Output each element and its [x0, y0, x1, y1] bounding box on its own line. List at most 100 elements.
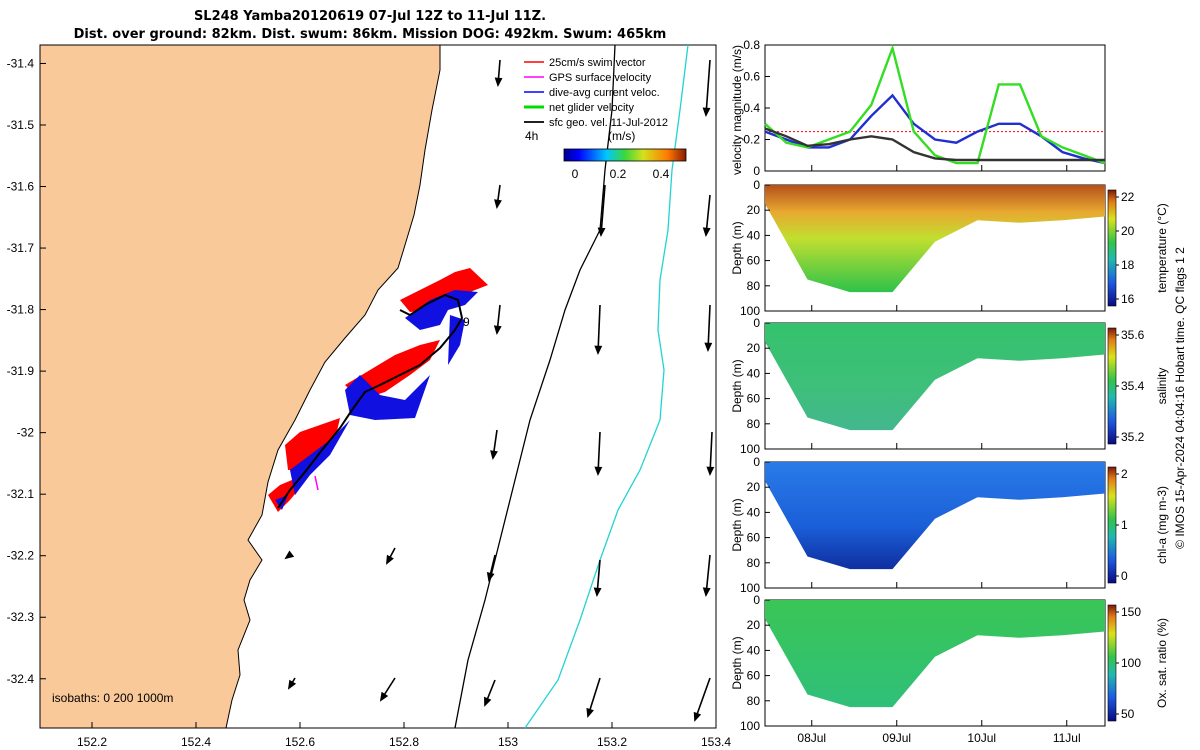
colorbar-tick-label: 18 — [1121, 258, 1135, 272]
legend-label-gps: GPS surface velocity — [549, 72, 652, 84]
depth-tick-label: 100 — [740, 719, 760, 733]
depth-tick-label: 80 — [747, 556, 761, 570]
geo-arrow — [284, 550, 295, 560]
profile-data-field — [765, 462, 1105, 570]
land-mass — [39, 44, 441, 729]
geo-arrow — [594, 431, 603, 477]
isobaths-label: isobaths: 0 200 1000m — [52, 691, 173, 705]
glider-track — [277, 293, 464, 509]
colorbar-tick-label: 22 — [1121, 190, 1135, 204]
depth-tick-label: 60 — [747, 392, 761, 406]
geo-arrow — [493, 304, 502, 336]
colorbar-tick-label: 150 — [1121, 605, 1141, 619]
profile-colorbar — [1107, 327, 1117, 445]
velocity-line — [764, 44, 1106, 165]
y-tick-label: -31.4 — [7, 56, 35, 70]
profile-colorbar — [1107, 466, 1117, 584]
track-marker-label: 9 — [463, 315, 470, 329]
y-tick-label: -32.2 — [7, 549, 35, 563]
speed-colorbar — [563, 148, 687, 162]
colorbar-tick-label: 35.2 — [1121, 430, 1145, 444]
depth-ylabel: Depth (m) — [730, 221, 744, 274]
legend-item-swim: 25cm/s swim vector — [524, 57, 646, 69]
profile-colorbar — [1107, 604, 1117, 722]
x-tick-label: 152.6 — [285, 735, 315, 749]
legend-item-geo: sfc geo. vel. 11-Jul-2012 — [524, 117, 668, 129]
velocity-panel: 0 0.2 0.4 0.6 0.8 velocity magnitude (m/s) — [730, 38, 1106, 178]
velocity-y-axis: 0 0.2 0.4 0.6 0.8 — [743, 38, 770, 178]
legend-item-net: net glider velocity — [524, 102, 634, 114]
geo-arrow — [702, 554, 711, 598]
profile-colorbar — [1107, 189, 1117, 307]
geo-arrow — [704, 304, 713, 353]
legend-label-swim: 25cm/s swim vector — [549, 57, 646, 69]
legend-label-current: dive-avg current veloc. — [549, 87, 660, 99]
colorbar-tick-label: 35.4 — [1121, 379, 1145, 393]
colorbar-tick-label: 2 — [1121, 467, 1128, 481]
x-tick-label: 153 — [498, 735, 518, 749]
geo-arrow — [494, 59, 503, 88]
geo-arrow — [594, 304, 603, 356]
colorbar-label: temperature (°C) — [1155, 203, 1169, 293]
velocity-frame — [764, 44, 1106, 172]
colorbar-tick-label: 16 — [1121, 292, 1135, 306]
depth-tick-label: 0 — [753, 316, 760, 330]
y-tick-label: -31.5 — [7, 118, 35, 132]
y-tick-label: -31.6 — [7, 180, 35, 194]
colorbar-tick-label: 35.6 — [1121, 328, 1145, 342]
map-legend: 25cm/s swim vector GPS surface velocity … — [524, 57, 687, 181]
chart-subtitle: Dist. over ground: 82km. Dist. swum: 86k… — [74, 27, 667, 42]
date-tick-label: 08Jul — [797, 731, 826, 745]
profile-data-field — [765, 323, 1105, 431]
y-tick-label: 0.8 — [743, 38, 760, 52]
colorbar-label: Ox. sat. ratio (%) — [1155, 618, 1169, 708]
x-tick-label: 153.4 — [701, 735, 731, 749]
y-tick-label: -32 — [17, 426, 35, 440]
profile-panel-3: 0 20 40 60 80 100 Depth (m) 150 100 50 Ox. sat. ra… — [730, 593, 1169, 733]
depth-tick-label: 40 — [747, 505, 761, 519]
colorbar-tick-label: 20 — [1121, 224, 1135, 238]
map-panel: 9 25cm/s swim vector GPS surface velocit… — [7, 44, 731, 749]
colorbar-tick: 0.2 — [610, 167, 627, 181]
depth-tick-label: 100 — [740, 304, 760, 318]
y-tick-label: -31.8 — [7, 303, 35, 317]
gps-velocity-vector — [314, 475, 319, 491]
interval-label: 4h — [525, 129, 538, 143]
colorbar-label: chl-a (mg m-3) — [1155, 486, 1169, 564]
geo-arrow — [386, 547, 396, 565]
colorbar-units: (m/s) — [608, 129, 635, 143]
depth-tick-label: 80 — [747, 279, 761, 293]
geo-arrow — [586, 677, 601, 718]
geo-arrow — [702, 194, 711, 238]
x-tick-label: 152.4 — [181, 735, 211, 749]
depth-tick-label: 40 — [747, 228, 761, 242]
depth-tick-label: 80 — [747, 417, 761, 431]
map-frame — [39, 44, 717, 729]
colorbar-label: salinity — [1155, 368, 1169, 405]
colorbar-tick: 0.4 — [653, 167, 670, 181]
colorbar-tick-label: 50 — [1121, 707, 1135, 721]
depth-tick-label: 0 — [753, 455, 760, 469]
y-tick-label: -32.4 — [7, 672, 35, 686]
depth-tick-label: 100 — [740, 442, 760, 456]
geo-arrow — [490, 429, 498, 461]
geo-arrow — [494, 184, 502, 210]
y-tick-label: -31.7 — [7, 241, 35, 255]
geo-arrow — [379, 677, 396, 702]
dive-avg-current — [275, 290, 478, 510]
legend-label-net: net glider velocity — [549, 102, 634, 114]
chart-title: SL248 Yamba20120619 07-Jul 12Z to 11-Jul… — [194, 9, 546, 24]
x-tick-label: 152.8 — [389, 735, 419, 749]
depth-ylabel: Depth (m) — [730, 359, 744, 412]
isobath-200m — [454, 44, 616, 729]
depth-ylabel: Depth (m) — [730, 498, 744, 551]
y-tick-label: -32.1 — [7, 487, 35, 501]
profile-panel-0: 0 20 40 60 80 100 Depth (m) 22 20 18 16 temperature… — [730, 178, 1169, 318]
y-tick-label: 0.4 — [743, 101, 760, 115]
x-tick-label: 153.2 — [597, 735, 627, 749]
profile-data-field — [765, 185, 1105, 293]
y-tick-label: 0.2 — [743, 133, 760, 147]
colorbar-tick-label: 0 — [1121, 569, 1128, 583]
footer-note: © IMOS 15-Apr-2024 04:04:16 Hobart time.… — [1173, 247, 1187, 549]
